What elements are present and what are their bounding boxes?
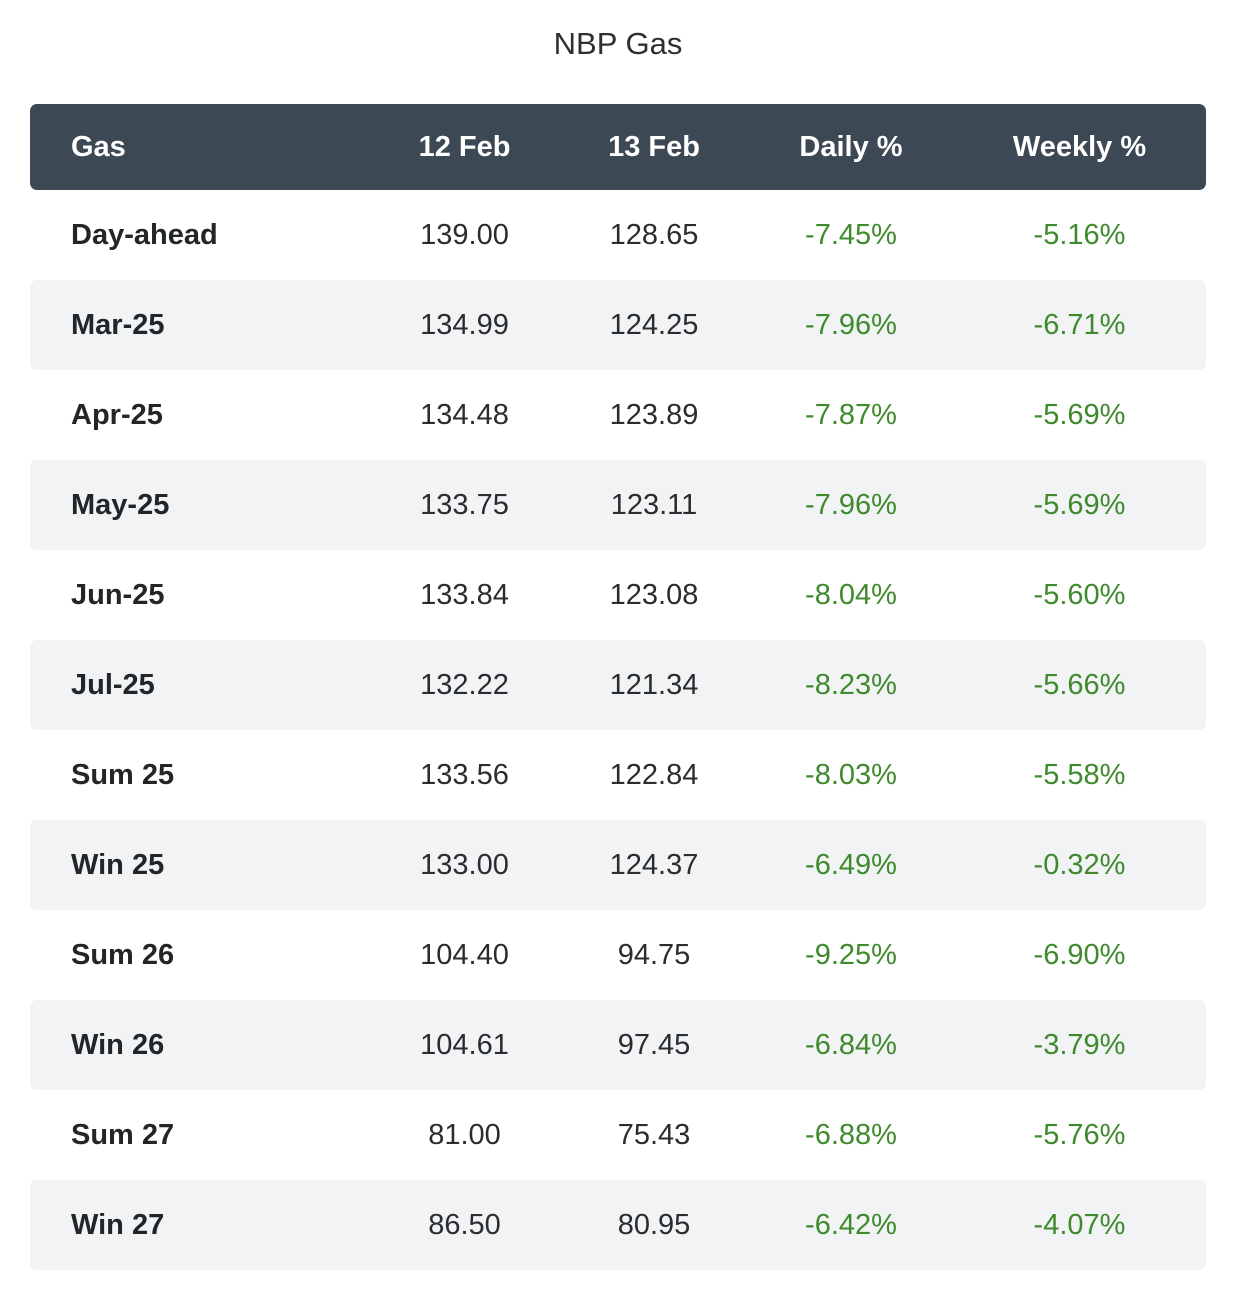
cell-13-feb: 97.45: [617, 1028, 691, 1061]
cell-daily-pct: -7.96%: [805, 488, 897, 521]
table-row: Win 25 133.00 124.37 -6.49% -0.32%: [30, 820, 1206, 910]
cell-daily-pct: -7.96%: [805, 308, 897, 341]
cell-12-feb: 104.40: [420, 938, 509, 971]
cell-contract: Jun-25: [71, 578, 165, 611]
cell-daily-pct: -6.42%: [805, 1208, 897, 1241]
cell-13-feb: 124.25: [609, 308, 699, 341]
cell-contract: Win 25: [71, 848, 165, 881]
cell-weekly-pct: -5.58%: [1033, 758, 1126, 791]
table-header: Gas 12 Feb 13 Feb Daily % Weekly %: [30, 104, 1206, 190]
table-row: Sum 25 133.56 122.84 -8.03% -5.58%: [30, 730, 1206, 820]
cell-daily-pct: -8.04%: [805, 578, 897, 611]
header-weekly-pct: Weekly %: [1012, 130, 1147, 163]
table-row: Jul-25 132.22 121.34 -8.23% -5.66%: [30, 640, 1206, 730]
cell-13-feb: 121.34: [609, 668, 699, 701]
cell-13-feb: 94.75: [617, 938, 691, 971]
table-row: Day-ahead 139.00 128.65 -7.45% -5.16%: [30, 190, 1206, 280]
cell-contract: Sum 26: [71, 938, 175, 971]
cell-12-feb: 133.75: [420, 488, 509, 521]
cell-weekly-pct: -5.76%: [1033, 1118, 1126, 1151]
cell-weekly-pct: -5.60%: [1033, 578, 1126, 611]
cell-weekly-pct: -5.66%: [1033, 668, 1126, 701]
cell-contract: Sum 27: [71, 1118, 175, 1151]
cell-weekly-pct: -5.69%: [1033, 488, 1126, 521]
table-row: Jun-25 133.84 123.08 -8.04% -5.60%: [30, 550, 1206, 640]
cell-daily-pct: -6.84%: [805, 1028, 897, 1061]
cell-weekly-pct: -5.69%: [1033, 398, 1126, 431]
cell-daily-pct: -7.45%: [805, 218, 897, 251]
cell-12-feb: 132.22: [420, 668, 509, 701]
cell-weekly-pct: -0.32%: [1033, 848, 1126, 881]
cell-contract: Mar-25: [71, 308, 165, 341]
cell-12-feb: 81.00: [428, 1118, 501, 1151]
table-row: Win 26 104.61 97.45 -6.84% -3.79%: [30, 1000, 1206, 1090]
cell-13-feb: 75.43: [617, 1118, 691, 1151]
table-row: Sum 27 81.00 75.43 -6.88% -5.76%: [30, 1090, 1206, 1180]
header-daily-pct: Daily %: [799, 130, 903, 163]
header-13-feb: 13 Feb: [608, 130, 700, 163]
cell-12-feb: 134.99: [420, 308, 509, 341]
header-12-feb: 12 Feb: [418, 130, 511, 163]
cell-12-feb: 133.84: [420, 578, 509, 611]
cell-weekly-pct: -6.71%: [1033, 308, 1126, 341]
cell-13-feb: 123.89: [609, 398, 699, 431]
cell-13-feb: 122.84: [609, 758, 699, 791]
cell-13-feb: 80.95: [617, 1208, 691, 1241]
cell-12-feb: 134.48: [420, 398, 509, 431]
table-row: Mar-25 134.99 124.25 -7.96% -6.71%: [30, 280, 1206, 370]
cell-12-feb: 104.61: [420, 1028, 509, 1061]
cell-12-feb: 133.56: [420, 758, 509, 791]
cell-contract: Sum 25: [71, 758, 175, 791]
cell-13-feb: 124.37: [609, 848, 699, 881]
cell-daily-pct: -6.49%: [805, 848, 897, 881]
header-gas: Gas: [71, 130, 126, 163]
table-row: Apr-25 134.48 123.89 -7.87% -5.69%: [30, 370, 1206, 460]
cell-weekly-pct: -6.90%: [1033, 938, 1126, 971]
cell-weekly-pct: -3.79%: [1033, 1028, 1126, 1061]
cell-contract: Day-ahead: [71, 218, 218, 251]
cell-contract: May-25: [71, 488, 170, 521]
cell-12-feb: 86.50: [428, 1208, 501, 1241]
price-table: Gas 12 Feb 13 Feb Daily % Weekly % Day-a…: [30, 104, 1206, 1270]
table-body: Day-ahead 139.00 128.65 -7.45% -5.16% Mar-25 1…: [30, 190, 1206, 1270]
cell-13-feb: 123.08: [609, 578, 699, 611]
cell-weekly-pct: -5.16%: [1033, 218, 1126, 251]
cell-daily-pct: -8.23%: [805, 668, 897, 701]
cell-daily-pct: -6.88%: [805, 1118, 897, 1151]
table-row: May-25 133.75 123.11 -7.96% -5.69%: [30, 460, 1206, 550]
cell-daily-pct: -7.87%: [805, 398, 897, 431]
cell-daily-pct: -9.25%: [805, 938, 897, 971]
cell-contract: Win 27: [71, 1208, 165, 1241]
table-row: Win 27 86.50 80.95 -6.42% -4.07%: [30, 1180, 1206, 1270]
cell-contract: Apr-25: [71, 398, 163, 431]
table-row: Sum 26 104.40 94.75 -9.25% -6.90%: [30, 910, 1206, 1000]
cell-contract: Win 26: [71, 1028, 165, 1061]
cell-12-feb: 139.00: [420, 218, 509, 251]
cell-12-feb: 133.00: [420, 848, 509, 881]
cell-contract: Jul-25: [71, 668, 155, 701]
cell-13-feb: 123.11: [610, 488, 698, 521]
cell-daily-pct: -8.03%: [805, 758, 897, 791]
cell-weekly-pct: -4.07%: [1033, 1208, 1126, 1241]
cell-13-feb: 128.65: [609, 218, 699, 251]
table-title: NBP Gas: [553, 26, 683, 61]
